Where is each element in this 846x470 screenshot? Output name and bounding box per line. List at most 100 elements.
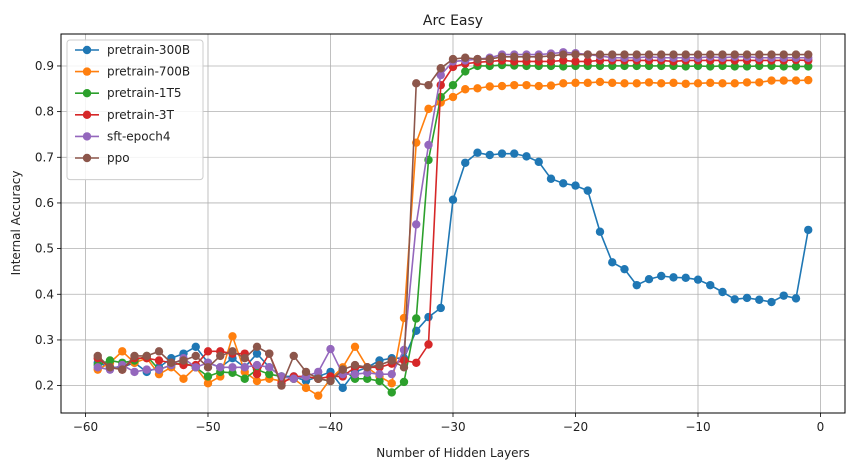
data-point-pretrain-700b [791,76,801,85]
data-point-pretrain-300b [424,312,433,322]
data-point-pretrain-700b [314,391,323,400]
data-point-ppo [718,50,727,59]
data-point-pretrain-300b [461,158,470,167]
data-point-pretrain-700b [767,76,776,85]
data-point-sft-epoch4 [130,367,139,377]
data-point-pretrain-700b [755,78,764,87]
data-point-pretrain-3t [412,358,421,367]
data-point-pretrain-1t5 [387,388,396,397]
data-point-sft-epoch4 [387,369,396,379]
data-point-pretrain-3t [571,57,580,66]
data-point-sft-epoch4 [289,374,298,383]
data-point-pretrain-700b [559,79,568,88]
data-point-pretrain-700b [203,379,213,388]
data-point-pretrain-300b [338,383,347,393]
data-point-pretrain-700b [510,80,519,90]
y-tick-label: 0.7 [35,150,54,164]
series-ppo [93,50,813,390]
data-point-pretrain-1t5 [730,62,739,71]
data-point-ppo [742,50,752,59]
x-tick-label: 0 [817,420,825,434]
data-point-pretrain-300b [510,149,519,158]
data-point-pretrain-300b [497,149,507,158]
data-point-ppo [436,64,445,73]
legend-label-ppo: ppo [107,151,130,165]
data-point-pretrain-300b [718,287,727,297]
data-point-pretrain-300b [669,273,678,282]
data-point-ppo [105,363,115,372]
data-point-sft-epoch4 [228,363,237,372]
data-point-pretrain-300b [583,186,592,195]
data-point-pretrain-3t [424,340,433,349]
data-point-ppo [265,349,274,358]
data-point-pretrain-300b [657,271,666,281]
data-point-pretrain-700b [779,76,788,85]
data-point-ppo [191,351,200,361]
data-point-pretrain-700b [718,79,727,88]
data-point-pretrain-1t5 [681,62,690,71]
data-point-pretrain-700b [301,383,311,393]
x-tick-label: −20 [563,420,588,434]
data-point-pretrain-1t5 [265,369,274,379]
data-point-sft-epoch4 [240,363,249,372]
data-point-ppo [387,356,396,365]
x-tick-label: −10 [685,420,710,434]
data-point-pretrain-300b [485,150,494,160]
data-point-ppo [608,50,617,59]
data-point-pretrain-300b [730,295,739,304]
data-point-sft-epoch4 [93,363,102,372]
data-point-pretrain-700b [583,78,592,88]
data-point-pretrain-700b [571,78,580,88]
data-point-pretrain-1t5 [412,314,421,323]
data-point-pretrain-300b [595,227,605,236]
data-point-pretrain-700b [424,104,433,114]
data-point-pretrain-700b [608,78,617,88]
data-point-ppo [485,54,494,64]
data-point-pretrain-700b [804,75,813,85]
data-point-sft-epoch4 [252,360,262,370]
data-point-ppo [534,52,543,62]
data-point-pretrain-300b [693,275,703,284]
data-point-pretrain-700b [742,78,752,87]
data-point-pretrain-300b [804,225,813,235]
data-point-sft-epoch4 [424,140,433,150]
y-axis-label: Internal Accuracy [9,171,23,276]
data-point-sft-epoch4 [154,365,164,374]
data-point-ppo [314,374,323,383]
data-point-pretrain-700b [228,332,237,341]
data-point-pretrain-300b [448,195,458,204]
data-point-pretrain-300b [779,291,788,300]
data-point-ppo [706,50,715,59]
data-point-pretrain-700b [350,342,360,351]
data-point-pretrain-300b [546,174,556,183]
data-point-ppo [228,347,237,356]
data-point-pretrain-700b [644,78,654,87]
data-point-pretrain-1t5 [240,374,249,383]
data-point-pretrain-700b [179,374,188,383]
data-point-ppo [338,365,347,374]
data-point-sft-epoch4 [375,369,384,379]
data-point-sft-epoch4 [314,367,323,377]
data-point-pretrain-700b [387,379,396,388]
data-point-pretrain-1t5 [779,62,788,71]
legend-label-pretrain-300b: pretrain-300B [107,43,190,57]
data-point-pretrain-1t5 [363,374,372,383]
data-point-pretrain-1t5 [448,80,458,90]
data-point-pretrain-1t5 [804,62,813,71]
x-tick-label: −60 [73,420,98,434]
data-point-sft-epoch4 [436,70,445,80]
legend-label-pretrain-700b: pretrain-700B [107,65,190,79]
data-point-pretrain-700b [473,84,482,93]
data-point-ppo [154,347,164,356]
data-point-pretrain-300b [191,342,200,351]
data-point-ppo [118,365,127,374]
data-point-ppo [399,363,409,372]
legend-marker-pretrain-3t [82,110,92,120]
data-point-pretrain-700b [534,81,543,91]
data-point-ppo [179,356,188,365]
data-point-pretrain-300b [791,294,801,303]
x-axis: −60 −50 −40 −30 −20 −10 0 [73,413,824,434]
data-point-ppo [93,351,102,361]
data-point-ppo [203,363,213,372]
y-tick-label: 0.4 [35,287,54,301]
